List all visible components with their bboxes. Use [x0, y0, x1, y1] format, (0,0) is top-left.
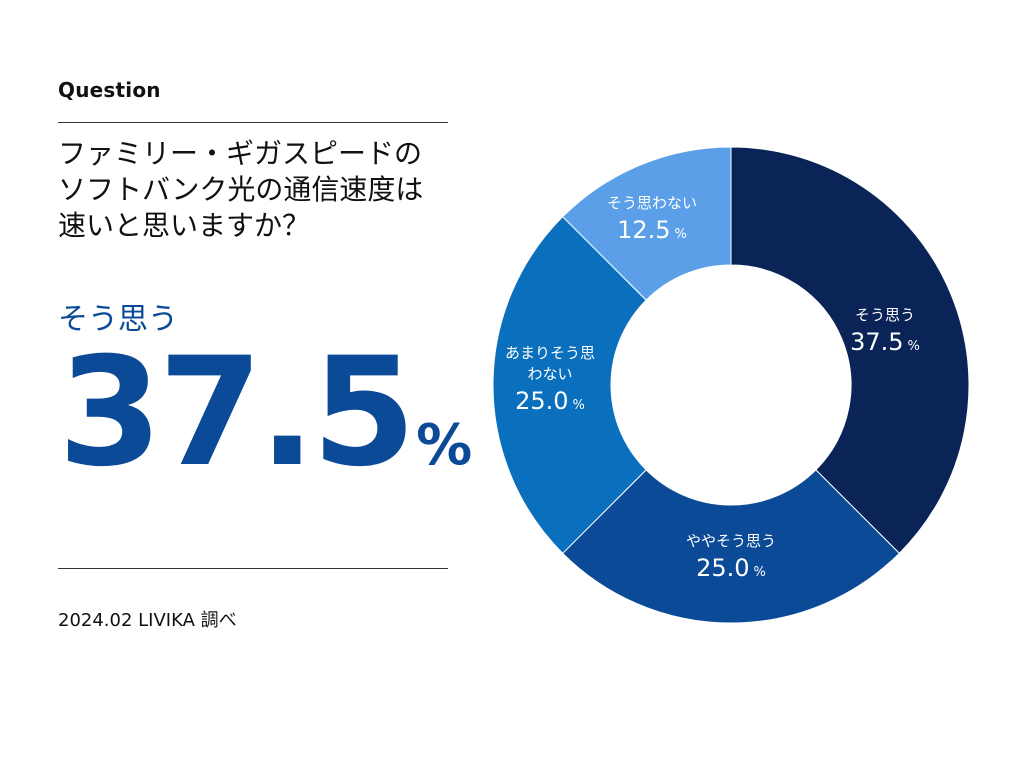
slice-value-label: 25.0%	[696, 554, 766, 582]
slice-category-label: あまりそう思	[505, 344, 595, 362]
source-note: 2024.02 LIVIKA 調べ	[58, 610, 237, 631]
highlight-value: 37.5%	[58, 338, 472, 488]
donut-slice-1	[730, 146, 970, 554]
top-divider	[58, 122, 448, 123]
slice-value-label: 12.5%	[617, 216, 687, 244]
question-label: Question	[58, 78, 161, 102]
slice-label-group-4: そう思わない 12.5%	[607, 194, 697, 244]
question-line-1: ファミリー・ギガスピードの	[58, 137, 423, 170]
slice-label-group-1: そう思う 37.5%	[850, 306, 920, 356]
highlight-number: 37.5	[58, 326, 416, 500]
slice-label-group-2: ややそう思う 25.0%	[686, 532, 776, 582]
slice-value-label: 25.0%	[515, 387, 585, 415]
bottom-divider	[58, 568, 448, 569]
highlight-answer-label: そう思う	[58, 302, 178, 337]
donut-slice-2	[562, 469, 900, 624]
question-text: ファミリー・ギガスピードの ソフトバンク光の通信速度は 速いと思いますか？	[58, 136, 478, 244]
highlight-unit: %	[416, 413, 473, 478]
slice-category-label: ややそう思う	[686, 532, 776, 550]
question-line-2: ソフトバンク光の通信速度は	[58, 173, 424, 206]
slice-value-label: 37.5%	[850, 328, 920, 356]
question-line-3: 速いと思いますか？	[58, 209, 311, 242]
donut-slice-3	[492, 216, 647, 554]
donut-slice-4	[562, 146, 732, 301]
slice-category-label: そう思う	[855, 306, 915, 324]
slice-category-label: そう思わない	[607, 194, 697, 212]
slice-category-label: わない	[527, 365, 572, 383]
